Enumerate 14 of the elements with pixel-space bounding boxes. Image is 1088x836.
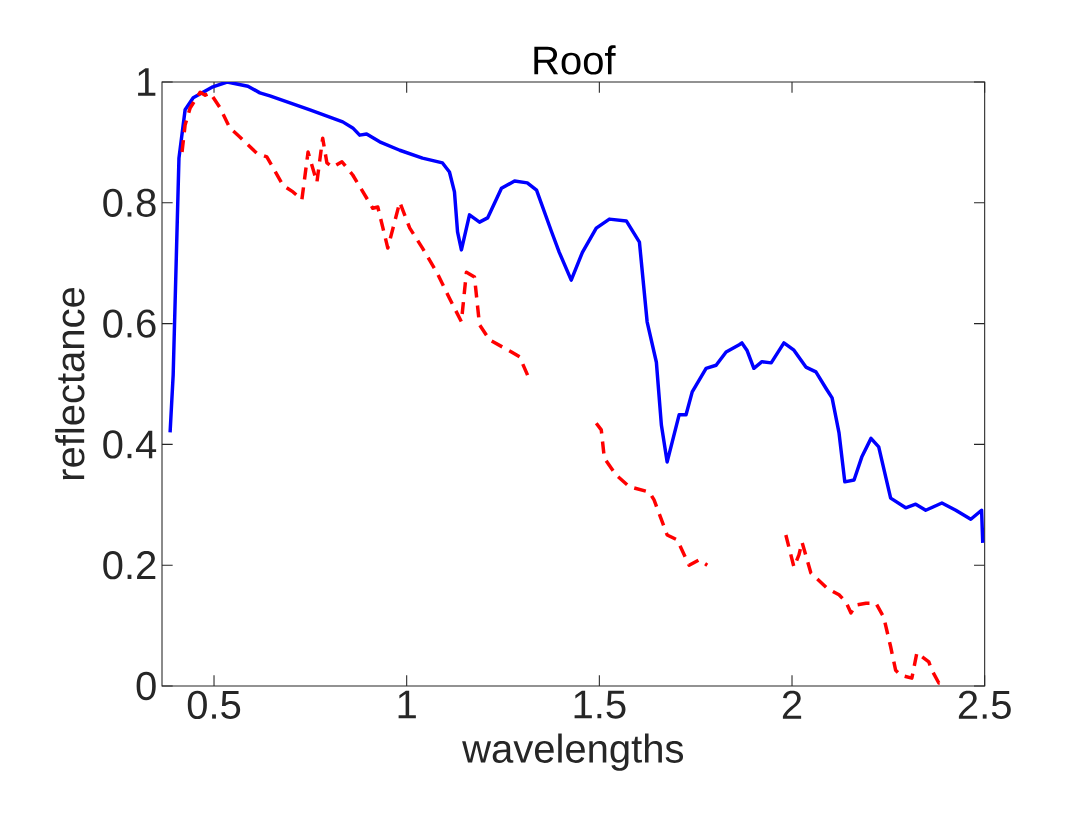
- x-tick-label: 0.5: [187, 690, 241, 720]
- y-tick-label: 0: [136, 671, 156, 701]
- y-tick-label: 0.8: [103, 188, 156, 217]
- y-tick-label: 0.6: [103, 309, 156, 338]
- y-tick-label: 1: [138, 68, 156, 96]
- chart-title: Roof: [534, 45, 616, 75]
- y-tick-label: 0.4: [103, 430, 157, 459]
- x-tick-label: 1.5: [574, 690, 626, 719]
- x-axis-title: wavelengths: [462, 733, 684, 771]
- x-tick-label: 2.5: [958, 690, 1011, 720]
- x-tick-label: 2: [782, 690, 802, 719]
- y-axis-title: reflectance: [55, 287, 85, 480]
- x-tick-label: 1: [398, 690, 416, 719]
- y-tick-label: 0.2: [103, 551, 156, 580]
